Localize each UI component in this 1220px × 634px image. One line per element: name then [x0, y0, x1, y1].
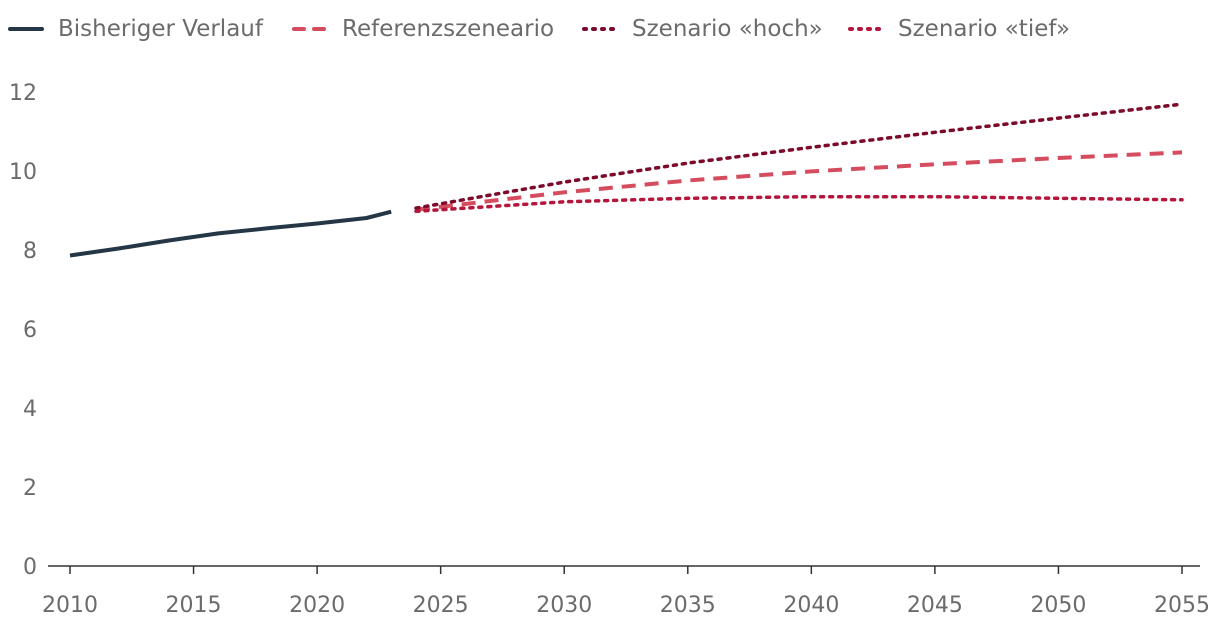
- legend-label-referenzszeneario: Referenzszeneario: [342, 16, 554, 42]
- legend-label-szenario-hoch: Szenario «hoch»: [632, 16, 823, 42]
- legend: Bisheriger Verlauf Referenzszeneario Szena…: [8, 16, 1070, 42]
- x-tick-label-2015: 2015: [166, 593, 222, 618]
- x-tick-label-2040: 2040: [783, 593, 839, 618]
- legend-label-bisheriger-verlauf: Bisheriger Verlauf: [58, 16, 264, 42]
- x-tick-label-2010: 2010: [42, 593, 98, 618]
- y-tick-label-4: 4: [23, 397, 37, 422]
- x-tick-label-2025: 2025: [413, 593, 469, 618]
- series-line-bisheriger-verlauf: [69, 209, 392, 258]
- series-line-szenario-hoch: [414, 102, 1184, 210]
- x-tick-label-2055: 2055: [1154, 593, 1210, 618]
- y-tick-label-6: 6: [23, 318, 37, 343]
- legend-item-bisheriger-verlauf: Bisheriger Verlauf: [8, 16, 264, 42]
- x-tick-label-2035: 2035: [660, 593, 716, 618]
- y-tick-label-2: 2: [23, 476, 37, 501]
- legend-label-szenario-tief: Szenario «tief»: [898, 16, 1070, 42]
- y-tick-label-0: 0: [23, 555, 37, 580]
- x-tick-label-2020: 2020: [289, 593, 345, 618]
- legend-item-referenzszeneario: Referenzszeneario: [292, 16, 554, 42]
- x-tick-label-2045: 2045: [907, 593, 963, 618]
- series-line-referenzszeneario: [415, 150, 1183, 212]
- y-tick-label-12: 12: [9, 81, 37, 106]
- series-lines: [69, 102, 1184, 258]
- x-axis: 2010 2015 2020 2025 2030 2035 2040 2045 2050 2055: [42, 565, 1210, 618]
- y-tick-label-8: 8: [23, 239, 37, 264]
- y-tick-label-10: 10: [9, 160, 37, 185]
- legend-item-szenario-hoch: Szenario «hoch»: [582, 16, 823, 42]
- y-axis-ticks: 0 2 4 6 8 10 12: [9, 81, 37, 580]
- x-tick-label-2050: 2050: [1030, 593, 1086, 618]
- series-line-szenario-tief: [414, 194, 1184, 214]
- legend-item-szenario-tief: Szenario «tief»: [848, 16, 1070, 42]
- x-tick-label-2030: 2030: [536, 593, 592, 618]
